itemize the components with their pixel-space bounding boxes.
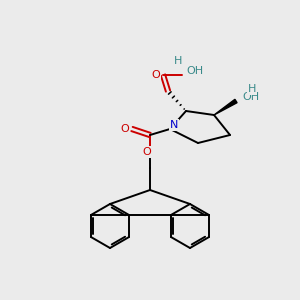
Text: H: H xyxy=(248,84,256,94)
Text: O: O xyxy=(121,124,129,134)
Text: O: O xyxy=(152,70,160,80)
Text: OH: OH xyxy=(186,66,203,76)
Text: O: O xyxy=(142,147,152,157)
Polygon shape xyxy=(214,99,237,115)
Text: H: H xyxy=(174,56,182,66)
Text: N: N xyxy=(170,120,178,130)
Text: OH: OH xyxy=(242,92,259,102)
